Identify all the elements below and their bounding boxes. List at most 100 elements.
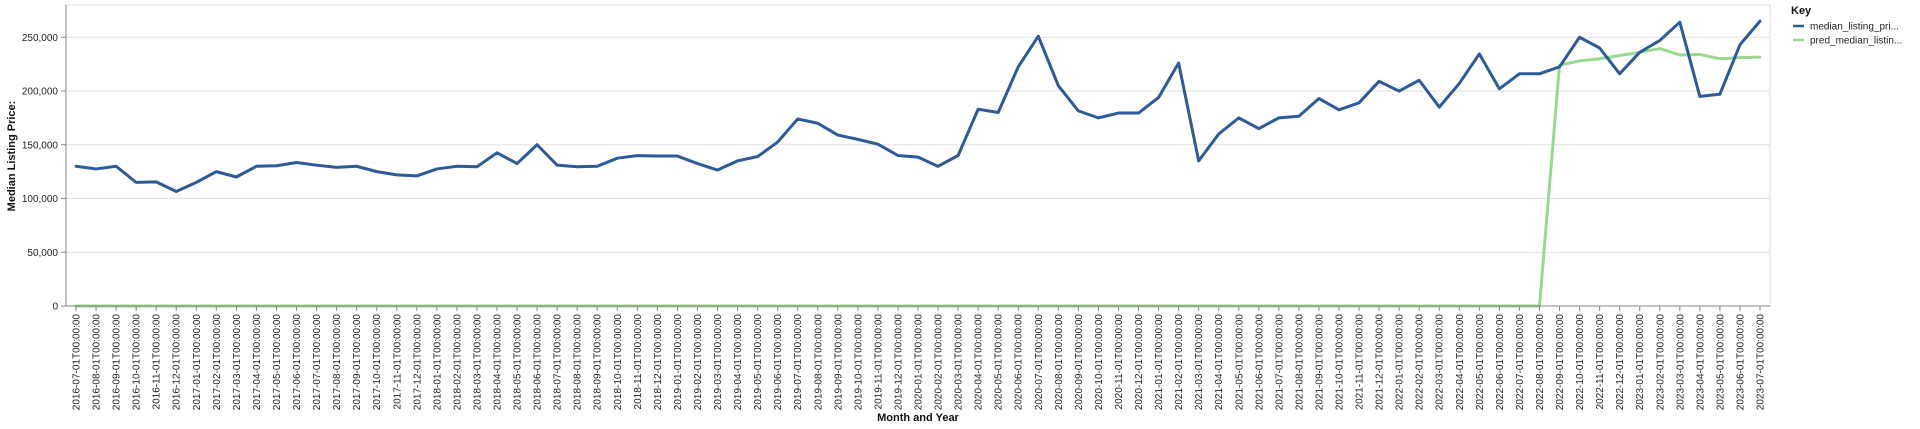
x-tick-label: 2019-05-01T00:00:00: [753, 314, 764, 411]
x-tick-label: 2017-09-01T00:00:00: [352, 314, 363, 411]
x-tick-label: 2023-06-01T00:00:00: [1735, 314, 1746, 411]
y-tick-label: 150,000: [22, 140, 59, 151]
x-tick-label: 2020-12-01T00:00:00: [1134, 314, 1145, 411]
x-tick-label: 2018-02-01T00:00:00: [452, 314, 463, 411]
x-tick-label: 2023-07-01T00:00:00: [1756, 314, 1767, 411]
legend-label: pred_median_listin...: [1810, 36, 1902, 47]
x-tick-label: 2020-10-01T00:00:00: [1094, 314, 1105, 411]
x-tick-label: 2017-11-01T00:00:00: [392, 314, 403, 410]
series-line-0: [74, 19, 1762, 194]
x-tick-label: 2022-09-01T00:00:00: [1555, 314, 1566, 411]
x-tick-label: 2021-05-01T00:00:00: [1234, 314, 1245, 411]
x-tick-label: 2022-06-01T00:00:00: [1495, 314, 1506, 411]
x-tick-label: 2018-01-01T00:00:00: [432, 314, 443, 411]
x-tick-label: 2023-01-01T00:00:00: [1635, 314, 1646, 411]
y-axis: 0 50,000 100,000 150,000 200,000 250,000: [22, 5, 67, 313]
series-lines: [74, 19, 1762, 308]
x-tick-label: 2018-07-01T00:00:00: [553, 314, 564, 411]
x-tick-label: 2022-12-01T00:00:00: [1615, 314, 1626, 411]
x-tick-label: 2021-10-01T00:00:00: [1335, 314, 1346, 411]
x-tick-label: 2018-11-01T00:00:00: [633, 314, 644, 410]
x-tick-label: 2017-07-01T00:00:00: [312, 314, 323, 411]
x-tick-label: 2017-03-01T00:00:00: [232, 314, 243, 411]
x-tick-label: 2021-09-01T00:00:00: [1314, 314, 1325, 411]
x-tick-label: 2020-09-01T00:00:00: [1074, 314, 1085, 411]
x-tick-label: 2018-10-01T00:00:00: [613, 314, 624, 411]
x-tick-label: 2022-07-01T00:00:00: [1515, 314, 1526, 411]
x-tick-label: 2022-02-01T00:00:00: [1415, 314, 1426, 411]
x-tick-label: 2020-05-01T00:00:00: [994, 314, 1005, 411]
x-tick-label: 2016-10-01T00:00:00: [132, 314, 143, 411]
legend-label: median_listing_pri...: [1810, 22, 1899, 33]
x-tick-label: 2019-04-01T00:00:00: [733, 314, 744, 411]
x-tick-label: 2019-06-01T00:00:00: [773, 314, 784, 411]
x-tick-label: 2018-09-01T00:00:00: [593, 314, 604, 411]
plot-area-frame: [65, 4, 1771, 307]
x-tick-label: 2023-02-01T00:00:00: [1655, 314, 1666, 411]
x-tick-label: 2016-11-01T00:00:00: [152, 314, 163, 410]
x-tick-label: 2021-11-01T00:00:00: [1355, 314, 1366, 410]
x-tick-label: 2021-04-01T00:00:00: [1214, 314, 1225, 411]
x-tick-label: 2020-11-01T00:00:00: [1114, 314, 1125, 410]
y-tick-label: 250,000: [22, 33, 59, 44]
x-tick-label: 2019-12-01T00:00:00: [893, 314, 904, 411]
x-tick-label: 2020-07-01T00:00:00: [1034, 314, 1045, 411]
x-tick-label: 2019-07-01T00:00:00: [793, 314, 804, 411]
x-tick-label: 2018-04-01T00:00:00: [493, 314, 504, 411]
x-tick-label: 2018-08-01T00:00:00: [573, 314, 584, 411]
x-tick-label: 2017-12-01T00:00:00: [412, 314, 423, 411]
x-tick-label: 2017-06-01T00:00:00: [292, 314, 303, 411]
x-tick-label: 2020-03-01T00:00:00: [954, 314, 965, 411]
x-tick-label: 2022-10-01T00:00:00: [1575, 314, 1586, 411]
x-tick-label: 2021-02-01T00:00:00: [1174, 314, 1185, 411]
x-axis-title: Month and Year: [877, 412, 959, 424]
x-tick-label: 2023-03-01T00:00:00: [1675, 314, 1686, 411]
x-tick-label: 2022-03-01T00:00:00: [1435, 314, 1446, 411]
x-tick-label: 2021-12-01T00:00:00: [1375, 314, 1386, 411]
y-tick-label: 200,000: [22, 87, 59, 98]
x-tick-label: 2019-09-01T00:00:00: [833, 314, 844, 411]
x-tick-label: 2023-05-01T00:00:00: [1715, 314, 1726, 411]
x-tick-label: 2022-05-01T00:00:00: [1475, 314, 1486, 411]
x-tick-label: 2017-08-01T00:00:00: [332, 314, 343, 411]
legend: Key median_listing_pri... pred_median_lis…: [1791, 5, 1902, 47]
x-tick-label: 2016-08-01T00:00:00: [92, 314, 103, 411]
x-axis: 2016-07-01T00:00:00 2016-08-01T00:00:00 20…: [66, 305, 1770, 411]
x-tick-label: 2021-01-01T00:00:00: [1154, 314, 1165, 411]
x-tick-label: 2021-03-01T00:00:00: [1194, 314, 1205, 411]
x-tick-label: 2017-05-01T00:00:00: [272, 314, 283, 411]
x-tick-label: 2020-06-01T00:00:00: [1014, 314, 1025, 411]
x-tick-label: 2019-11-01T00:00:00: [873, 314, 884, 410]
x-tick-label: 2021-07-01T00:00:00: [1274, 314, 1285, 411]
y-tick-label: 100,000: [22, 194, 59, 205]
x-tick-label: 2018-06-01T00:00:00: [533, 314, 544, 411]
x-tick-label: 2021-06-01T00:00:00: [1254, 314, 1265, 411]
x-tick-label: 2022-08-01T00:00:00: [1535, 314, 1546, 411]
x-tick-label: 2022-04-01T00:00:00: [1455, 314, 1466, 411]
x-tick-label: 2018-03-01T00:00:00: [472, 314, 483, 411]
y-tick-label: 50,000: [27, 248, 58, 259]
x-tick-label: 2020-08-01T00:00:00: [1054, 314, 1065, 411]
x-tick-label: 2017-01-01T00:00:00: [192, 314, 203, 411]
x-tick-label: 2018-05-01T00:00:00: [513, 314, 524, 411]
x-tick-label: 2020-04-01T00:00:00: [974, 314, 985, 411]
x-tick-label: 2018-12-01T00:00:00: [653, 314, 664, 411]
x-tick-label: 2020-02-01T00:00:00: [934, 314, 945, 411]
series-line-1: [74, 47, 1762, 308]
x-tick-label: 2016-09-01T00:00:00: [112, 314, 123, 411]
legend-title: Key: [1791, 5, 1812, 17]
x-tick-label: 2016-07-01T00:00:00: [72, 314, 83, 411]
x-tick-label: 2019-01-01T00:00:00: [673, 314, 684, 411]
x-tick-label: 2019-10-01T00:00:00: [853, 314, 864, 411]
x-tick-label: 2017-04-01T00:00:00: [252, 314, 263, 411]
x-tick-label: 2017-02-01T00:00:00: [212, 314, 223, 411]
x-tick-label: 2017-10-01T00:00:00: [372, 314, 383, 411]
x-tick-label: 2022-11-01T00:00:00: [1595, 314, 1606, 410]
x-tick-label: 2019-08-01T00:00:00: [813, 314, 824, 411]
x-tick-label: 2021-08-01T00:00:00: [1294, 314, 1305, 411]
y-axis-title: Median Listing Price:: [6, 101, 18, 212]
x-tick-label: 2020-01-01T00:00:00: [914, 314, 925, 411]
y-tick-label: 0: [52, 302, 58, 313]
x-tick-label: 2019-02-01T00:00:00: [693, 314, 704, 411]
